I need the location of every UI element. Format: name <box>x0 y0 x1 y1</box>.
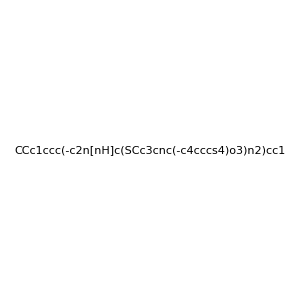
Text: CCc1ccc(-c2n[nH]c(SCc3cnc(-c4cccs4)o3)n2)cc1: CCc1ccc(-c2n[nH]c(SCc3cnc(-c4cccs4)o3)n2… <box>14 145 286 155</box>
